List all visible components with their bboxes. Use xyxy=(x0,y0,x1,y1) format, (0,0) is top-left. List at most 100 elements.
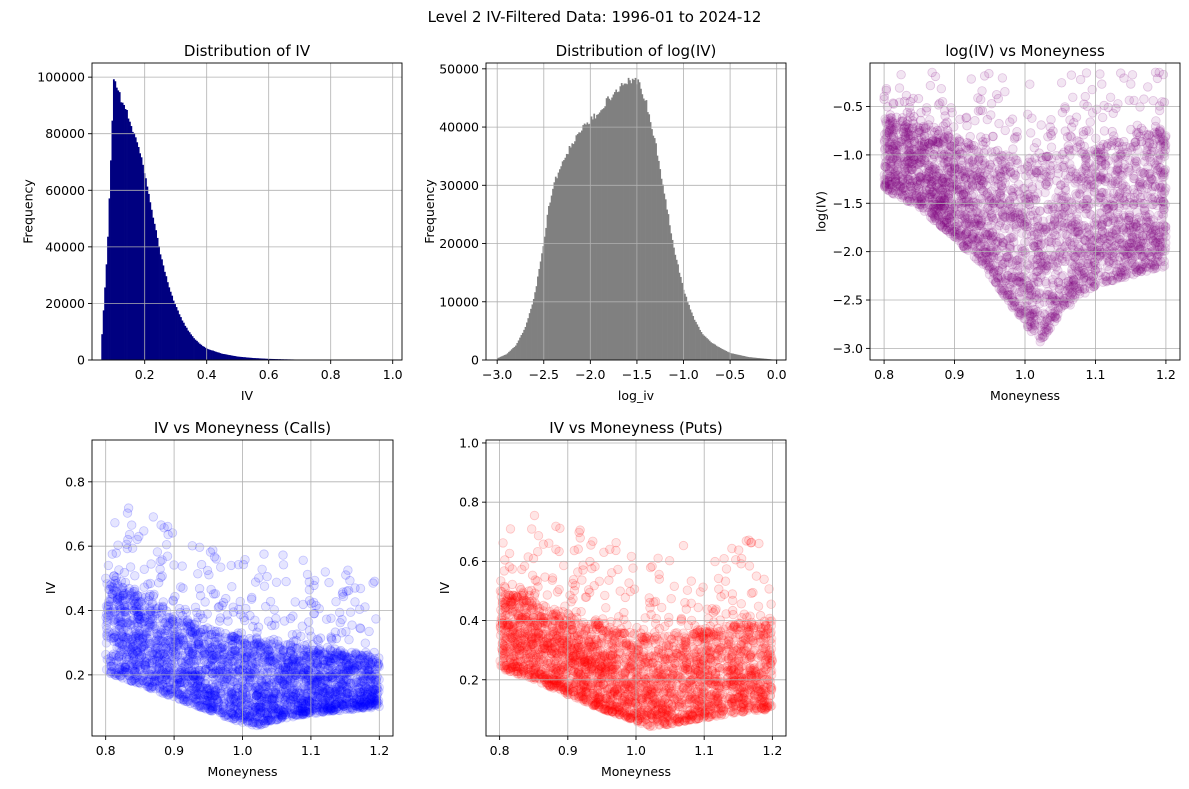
scatter-point xyxy=(1100,228,1110,238)
scatter-point xyxy=(984,164,994,175)
scatter-point xyxy=(1127,255,1137,265)
scatter-point xyxy=(1128,222,1139,233)
histogram-bar xyxy=(121,102,124,360)
histogram-bar xyxy=(740,355,743,360)
scatter-point xyxy=(880,161,891,172)
scatter-point xyxy=(974,220,985,231)
scatter-point xyxy=(946,212,956,223)
scatter-point xyxy=(991,278,1001,288)
scatter-point xyxy=(1064,287,1074,298)
scatter-point xyxy=(1025,320,1036,330)
scatter-point xyxy=(945,213,955,224)
scatter-point xyxy=(1154,162,1165,173)
scatter-point xyxy=(1046,233,1057,243)
scatter-point xyxy=(1094,190,1105,200)
histogram-bar xyxy=(136,142,139,360)
scatter-point xyxy=(1013,261,1023,271)
scatter-point xyxy=(1010,197,1020,207)
scatter-point xyxy=(893,156,903,167)
scatter-point xyxy=(897,134,907,145)
scatter-point xyxy=(1112,267,1122,277)
scatter-point xyxy=(1160,167,1170,178)
scatter-point xyxy=(931,187,941,197)
scatter-point xyxy=(950,222,960,232)
scatter-point xyxy=(961,219,971,230)
histogram-bar xyxy=(557,172,560,360)
scatter-point xyxy=(1089,257,1100,267)
scatter-point xyxy=(966,74,977,84)
histogram-bar xyxy=(666,209,668,360)
scatter-point xyxy=(1128,270,1139,280)
scatter-point xyxy=(914,159,924,169)
histogram-bar xyxy=(270,358,273,360)
scatter-point xyxy=(1015,293,1025,304)
histogram-bar xyxy=(117,90,120,360)
histogram-bar xyxy=(137,147,140,360)
scatter-point xyxy=(942,164,953,174)
scatter-point xyxy=(1043,132,1053,142)
histogram-bar xyxy=(763,358,766,360)
scatter-point xyxy=(1130,137,1141,147)
y-tick-label: 0 xyxy=(77,353,85,368)
scatter-point xyxy=(919,203,929,213)
histogram-bar xyxy=(695,321,697,360)
histogram-bar xyxy=(594,118,597,360)
histogram-bar xyxy=(543,236,546,360)
histogram-bar xyxy=(704,336,707,360)
histogram-bar xyxy=(567,154,569,360)
scatter-point xyxy=(924,184,935,195)
scatter-point xyxy=(1158,205,1169,215)
y-axis-label: Frequency xyxy=(20,179,35,244)
scatter-point xyxy=(1059,160,1069,171)
scatter-point xyxy=(1097,112,1108,123)
scatter-point xyxy=(1116,149,1126,159)
scatter-point xyxy=(947,182,957,192)
histogram-bar xyxy=(570,147,572,360)
histogram-bar xyxy=(233,355,236,360)
histogram-bar xyxy=(561,161,564,360)
scatter-point xyxy=(1099,243,1109,254)
histogram-bar xyxy=(531,304,534,360)
histogram-bar xyxy=(714,344,717,360)
y-tick-label: 40000 xyxy=(45,239,85,254)
histogram-bar xyxy=(537,276,539,360)
histogram-bar xyxy=(212,350,214,360)
scatter-point xyxy=(920,148,931,159)
scatter-point xyxy=(933,137,943,147)
histogram-bar xyxy=(645,100,648,360)
histogram-bar xyxy=(576,134,579,360)
histogram-bar xyxy=(130,126,133,360)
scatter-point xyxy=(1125,212,1135,223)
scatter-point xyxy=(898,174,908,185)
histogram-bar xyxy=(559,169,561,360)
scatter-point xyxy=(1009,300,1020,311)
scatter-point xyxy=(1078,257,1088,268)
histogram-bar xyxy=(596,114,598,360)
scatter-point xyxy=(1085,117,1095,127)
histogram-bar xyxy=(276,359,278,360)
scatter-point xyxy=(1130,156,1141,166)
histogram-bar xyxy=(677,264,679,360)
scatter-point xyxy=(1013,158,1023,169)
scatter-point xyxy=(946,167,956,177)
histogram-bar xyxy=(696,324,699,360)
histogram-bar xyxy=(630,83,633,360)
histogram-bar xyxy=(653,138,656,360)
scatter-point xyxy=(997,73,1008,83)
scatter-point xyxy=(1115,232,1126,243)
histogram-bar xyxy=(732,353,734,360)
scatter-point xyxy=(1144,168,1155,179)
scatter-point xyxy=(1108,216,1119,226)
scatter-point xyxy=(1067,287,1078,298)
y-tick-label: 60000 xyxy=(45,183,85,198)
scatter-point xyxy=(1049,230,1060,240)
scatter-point xyxy=(1085,173,1095,183)
histogram-bar xyxy=(258,358,261,360)
scatter-point xyxy=(1028,281,1039,291)
histogram-bar xyxy=(550,195,553,360)
scatter-point xyxy=(1042,204,1053,214)
scatter-point xyxy=(1159,197,1169,207)
scatter-point xyxy=(1108,176,1118,186)
scatter-point xyxy=(956,185,967,195)
scatter-point xyxy=(1031,167,1041,178)
